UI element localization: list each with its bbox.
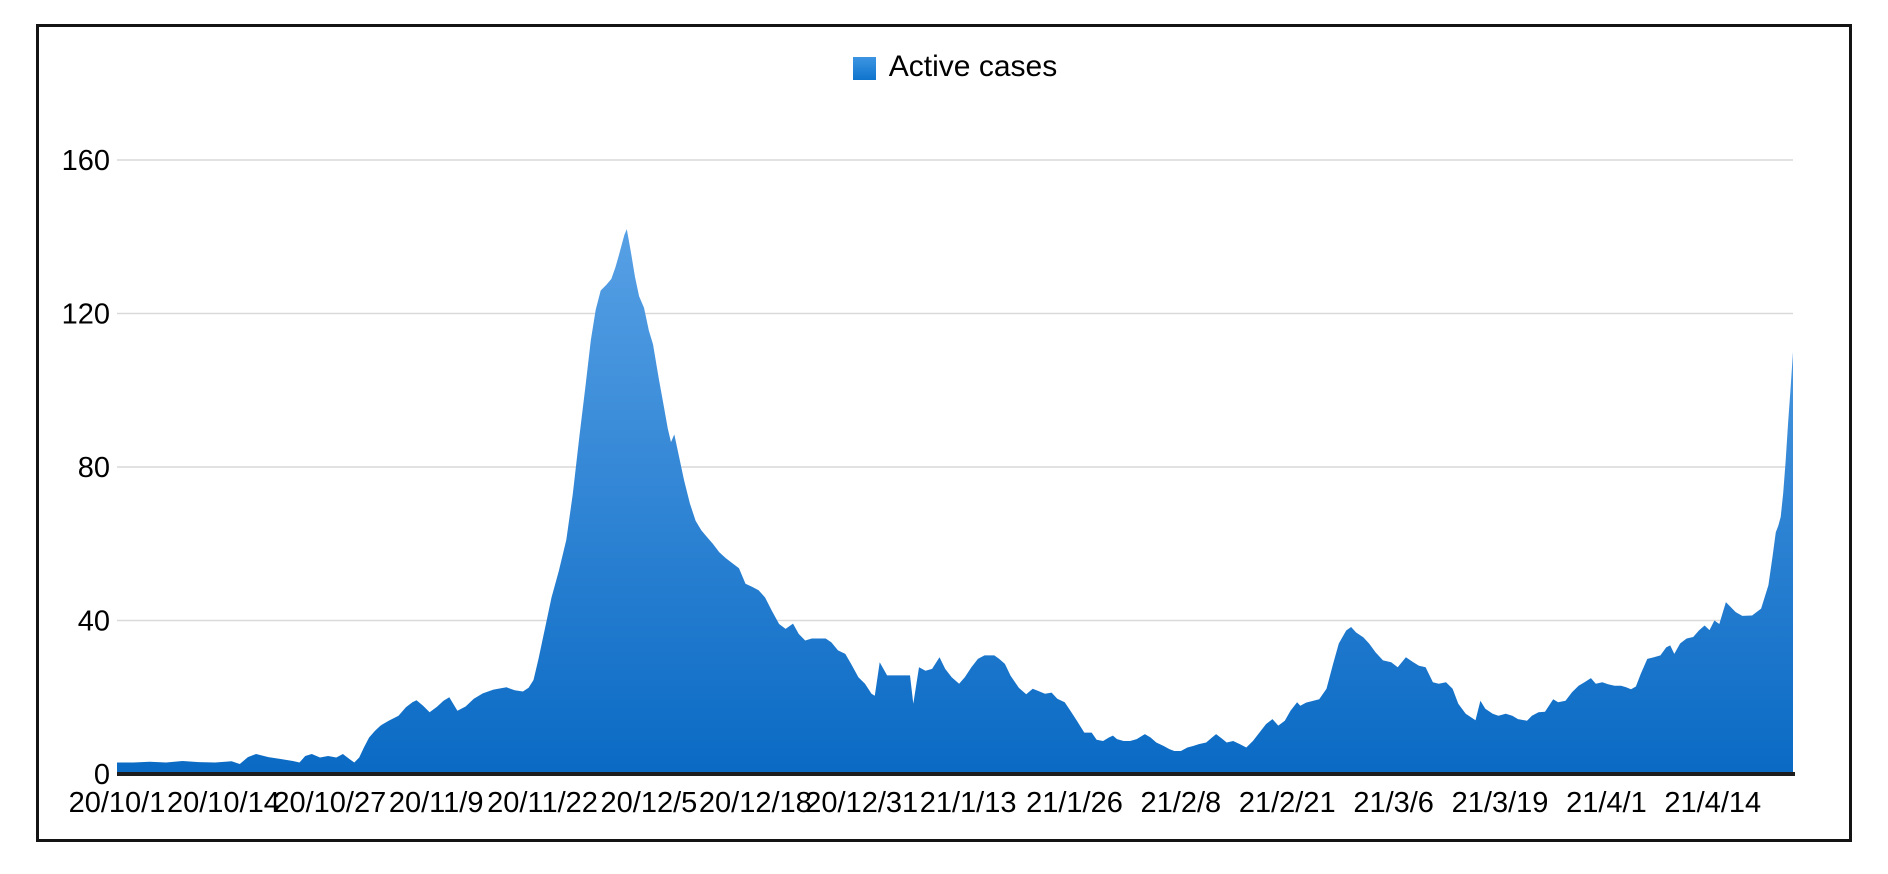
x-tick-label: 21/4/1 bbox=[1566, 787, 1647, 819]
x-tick-label: 21/3/19 bbox=[1452, 787, 1549, 819]
x-tick-label: 20/11/9 bbox=[389, 787, 484, 819]
x-tick-label: 20/12/18 bbox=[699, 787, 812, 819]
y-tick-label: 80 bbox=[78, 452, 110, 484]
x-tick-label: 20/11/22 bbox=[487, 787, 598, 819]
x-tick-label: 20/10/14 bbox=[167, 787, 280, 819]
legend-swatch-icon bbox=[852, 56, 876, 80]
x-tick-label: 21/1/26 bbox=[1026, 787, 1123, 819]
area-series-active-cases bbox=[117, 229, 1793, 775]
y-tick-label: 120 bbox=[62, 299, 110, 331]
y-tick-label: 40 bbox=[78, 606, 110, 638]
x-tick-label: 21/3/6 bbox=[1353, 787, 1434, 819]
x-tick-label: 21/1/13 bbox=[920, 787, 1017, 819]
x-tick-label: 21/2/8 bbox=[1141, 787, 1222, 819]
x-tick-label: 20/10/27 bbox=[273, 787, 386, 819]
chart-legend: Active cases bbox=[117, 52, 1793, 84]
x-tick-label: 20/12/5 bbox=[601, 787, 698, 819]
x-tick-label: 20/12/31 bbox=[805, 787, 918, 819]
x-tick-label: 21/4/14 bbox=[1664, 787, 1761, 819]
legend-label: Active cases bbox=[888, 50, 1058, 83]
x-tick-label: 20/10/1 bbox=[69, 787, 166, 819]
y-tick-label: 160 bbox=[62, 145, 110, 177]
x-tick-label: 21/2/21 bbox=[1239, 787, 1336, 819]
y-tick-label: 0 bbox=[94, 759, 110, 791]
